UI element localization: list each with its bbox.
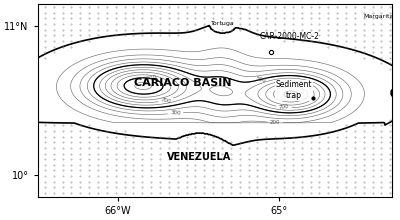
Text: Tortuga: Tortuga <box>211 21 235 26</box>
Text: VENEZUELA: VENEZUELA <box>166 152 231 162</box>
Text: Sediment
trap: Sediment trap <box>276 81 312 100</box>
Text: 500: 500 <box>255 76 266 83</box>
Text: 700: 700 <box>278 104 290 110</box>
Text: 300: 300 <box>170 110 181 116</box>
Text: 1000: 1000 <box>143 75 158 82</box>
Text: 200: 200 <box>270 120 280 125</box>
Text: CARIACO BASIN: CARIACO BASIN <box>134 78 231 88</box>
Text: Margarita: Margarita <box>364 13 394 18</box>
Text: 700: 700 <box>160 97 172 104</box>
Text: CAR-2000-MC-2: CAR-2000-MC-2 <box>260 32 320 41</box>
